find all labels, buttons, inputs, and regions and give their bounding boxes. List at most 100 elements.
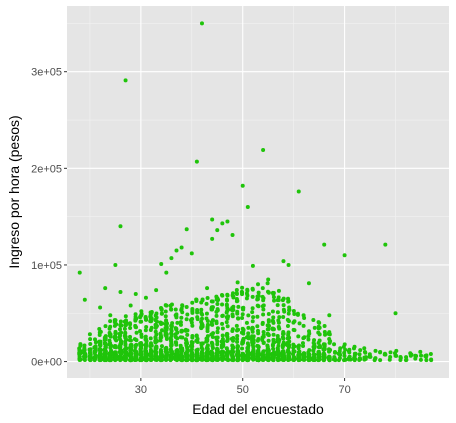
data-point: [169, 337, 174, 342]
data-point: [122, 353, 127, 358]
data-point: [93, 340, 98, 345]
data-point: [387, 357, 392, 362]
data-point: [266, 277, 271, 282]
data-point: [327, 349, 332, 354]
data-point: [277, 326, 282, 331]
data-point: [128, 303, 133, 308]
data-point: [139, 350, 144, 355]
data-point: [358, 348, 363, 353]
data-point: [226, 307, 231, 312]
data-point: [302, 357, 307, 362]
data-point: [190, 350, 195, 355]
data-point: [244, 296, 249, 301]
data-point: [214, 313, 219, 318]
data-point: [185, 332, 190, 337]
data-point: [235, 352, 240, 357]
data-point: [138, 329, 143, 334]
data-point: [230, 344, 235, 349]
data-point: [83, 352, 88, 357]
data-point: [266, 311, 271, 316]
data-point: [312, 358, 317, 363]
data-point: [260, 337, 265, 342]
data-point: [214, 297, 219, 302]
data-point: [133, 291, 138, 296]
data-point: [180, 303, 185, 308]
data-point: [245, 288, 250, 293]
data-point: [287, 339, 292, 344]
data-point: [174, 248, 179, 253]
data-point: [174, 312, 179, 317]
data-point: [357, 352, 362, 357]
data-point: [168, 303, 173, 308]
data-point: [200, 347, 205, 352]
data-point: [93, 357, 98, 362]
data-point: [123, 339, 128, 344]
data-point: [275, 339, 280, 344]
data-point: [214, 335, 219, 340]
x-axis-title: Edad del encuestado: [192, 401, 324, 417]
data-point: [235, 343, 240, 348]
data-point: [149, 325, 154, 330]
data-point: [240, 183, 245, 188]
data-point: [342, 350, 347, 355]
data-point: [174, 357, 179, 362]
data-point: [215, 301, 220, 306]
data-point: [230, 291, 235, 296]
data-point: [164, 270, 169, 275]
data-point: [338, 353, 343, 358]
data-point: [128, 352, 133, 357]
data-point: [276, 356, 281, 361]
data-point: [419, 353, 424, 358]
data-point: [108, 313, 113, 318]
data-point: [250, 306, 255, 311]
data-point: [129, 347, 134, 352]
data-point: [230, 232, 235, 237]
data-point: [122, 326, 127, 331]
data-point: [118, 333, 123, 338]
data-point: [342, 253, 347, 258]
data-point: [281, 259, 286, 264]
data-point: [317, 338, 322, 343]
data-point: [169, 343, 174, 348]
data-point: [255, 338, 260, 343]
data-point: [296, 189, 301, 194]
data-point: [118, 343, 123, 348]
data-point: [270, 309, 275, 314]
data-point: [231, 304, 236, 309]
data-point: [383, 242, 388, 247]
data-point: [190, 323, 195, 328]
data-point: [174, 315, 179, 320]
data-point: [332, 356, 337, 361]
data-point: [373, 348, 378, 353]
data-point: [149, 357, 154, 362]
data-point: [225, 332, 230, 337]
data-point: [220, 337, 225, 342]
data-point: [97, 332, 102, 337]
data-point: [347, 350, 352, 355]
data-point: [210, 355, 215, 360]
data-point: [123, 314, 128, 319]
data-point: [281, 314, 286, 319]
data-point: [317, 332, 322, 337]
data-point: [322, 344, 327, 349]
data-point: [261, 312, 266, 317]
data-point: [311, 352, 316, 357]
data-point: [205, 334, 210, 339]
data-point: [224, 346, 229, 351]
data-point: [244, 320, 249, 325]
data-point: [185, 350, 190, 355]
data-point: [199, 316, 204, 321]
data-point: [424, 358, 429, 363]
data-point: [255, 349, 260, 354]
data-point: [234, 291, 239, 296]
data-point: [87, 332, 92, 337]
data-point: [270, 343, 275, 348]
data-point: [103, 336, 108, 341]
data-point: [240, 316, 245, 321]
data-point: [240, 307, 245, 312]
data-point: [296, 334, 301, 339]
data-point: [408, 351, 413, 356]
data-point: [215, 329, 220, 334]
data-point: [153, 322, 158, 327]
